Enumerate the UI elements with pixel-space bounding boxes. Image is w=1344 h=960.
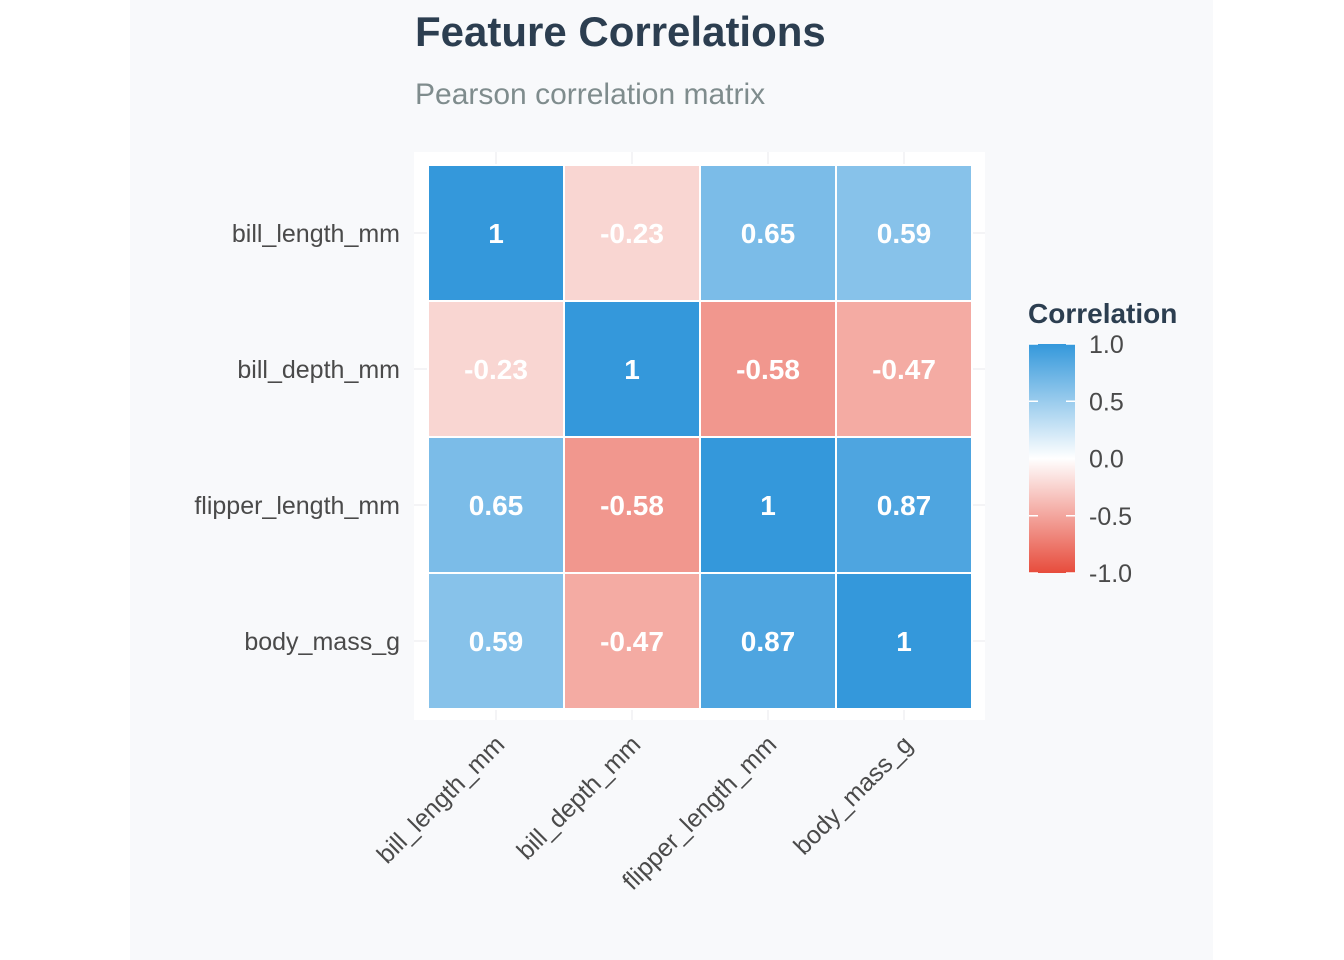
cell-label: -0.47 (600, 626, 664, 657)
cell-label: 0.59 (469, 626, 524, 657)
legend-tick-label: -1.0 (1089, 560, 1132, 588)
y-tick-label: bill_length_mm (232, 220, 400, 248)
heatmap-cell (427, 164, 565, 302)
cell-label: -0.23 (600, 218, 664, 249)
cell-label: 0.87 (877, 490, 932, 521)
heatmap-cell (835, 164, 973, 302)
cell-label: 0.59 (877, 218, 932, 249)
x-tick-label: bill_depth_mm (511, 730, 646, 865)
legend-tick-label: -0.5 (1089, 503, 1132, 531)
heatmap-cell (563, 164, 701, 302)
heatmap-cell (427, 436, 565, 574)
legend-title: Correlation (1028, 298, 1178, 329)
cell-label: -0.58 (736, 354, 800, 385)
y-tick-label: bill_depth_mm (237, 356, 400, 384)
heatmap-cell (835, 572, 973, 710)
x-tick-label: flipper_length_mm (617, 730, 782, 895)
heatmap-cell (563, 436, 701, 574)
chart-title: Feature Correlations (415, 8, 826, 55)
cell-label: 1 (488, 218, 504, 249)
x-tick-label: body_mass_g (788, 730, 918, 860)
legend-tick-label: 1.0 (1089, 331, 1124, 359)
heatmap-cell (427, 572, 565, 710)
cell-label: 0.87 (741, 626, 796, 657)
cell-label: -0.58 (600, 490, 664, 521)
heatmap-cell (563, 572, 701, 710)
y-tick-label: flipper_length_mm (194, 492, 400, 520)
cell-label: 1 (896, 626, 912, 657)
legend-tick-label: 0.0 (1089, 446, 1124, 474)
cell-label: 0.65 (741, 218, 796, 249)
cell-label: 1 (624, 354, 640, 385)
chart-subtitle: Pearson correlation matrix (415, 78, 766, 111)
cell-label: 0.65 (469, 490, 524, 521)
y-tick-label: body_mass_g (244, 628, 400, 656)
legend-tick-label: 0.5 (1089, 388, 1124, 416)
heatmap-cell (699, 164, 837, 302)
cell-label: 1 (760, 490, 776, 521)
heatmap-cell (699, 436, 837, 574)
cell-label: -0.47 (872, 354, 936, 385)
x-tick-label: bill_length_mm (372, 730, 511, 869)
heatmap-cell (835, 300, 973, 438)
heatmap-cell (835, 436, 973, 574)
cell-label: -0.23 (464, 354, 528, 385)
